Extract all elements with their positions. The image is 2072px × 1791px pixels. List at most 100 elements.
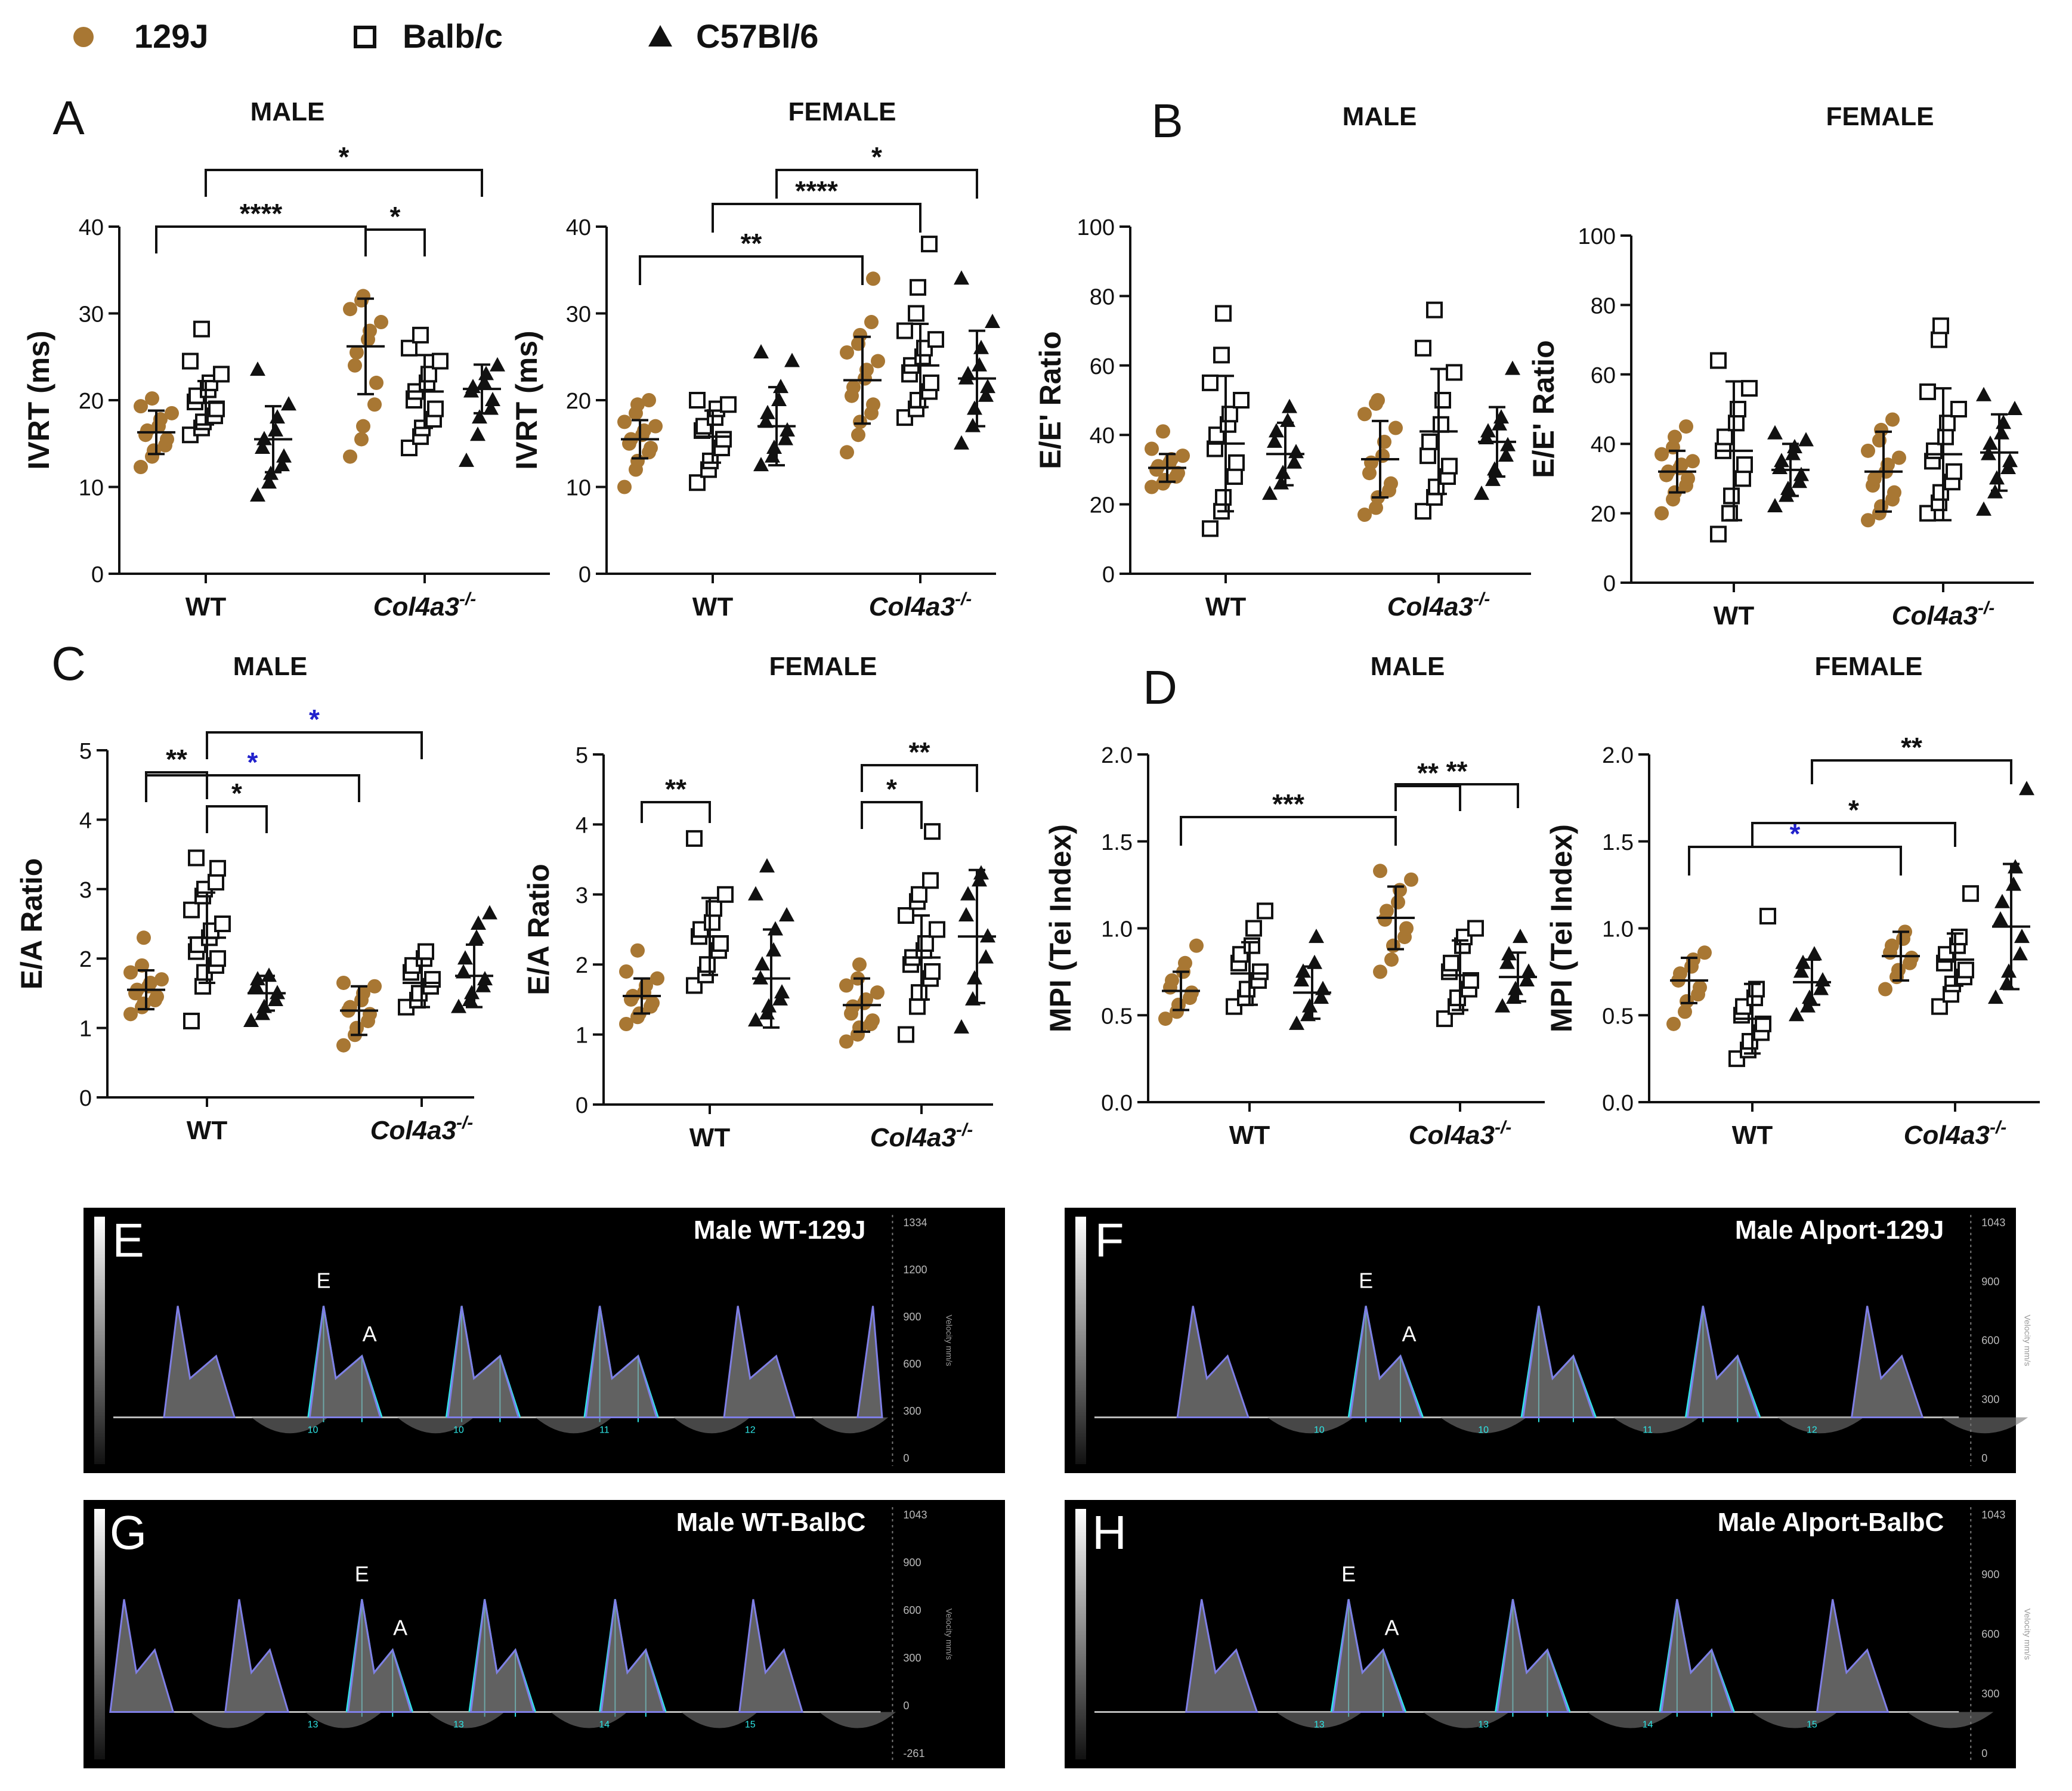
significance-bracket [641, 801, 711, 823]
velocity-axis-title: Velocity mm/s [2022, 1609, 2032, 1660]
point-balbc [432, 352, 449, 370]
point-129j [846, 999, 860, 1014]
point-c57bl6 [457, 950, 473, 965]
point-129j [348, 358, 362, 373]
point-c57bl6 [758, 413, 774, 428]
point-balbc [689, 392, 706, 409]
significance-label: ** [741, 228, 762, 259]
point-129j [1375, 448, 1390, 463]
x-tick-label: WT [185, 592, 227, 621]
point-c57bl6 [2012, 946, 2028, 961]
point-129j [871, 354, 885, 369]
point-c57bl6 [954, 270, 969, 285]
point-129j [165, 406, 179, 420]
significance-label: * [248, 747, 258, 778]
point-129j [866, 271, 880, 286]
point-129j [1178, 955, 1192, 970]
point-c57bl6 [490, 357, 505, 372]
e-wave-label: E [1341, 1562, 1356, 1586]
significance-bracket [1751, 822, 1956, 847]
point-129j [1697, 945, 1712, 960]
point-c57bl6 [2014, 929, 2030, 944]
point-balbc [1710, 352, 1727, 369]
y-tick-label: 30 [79, 302, 104, 327]
panel-letter: B [1151, 94, 1183, 147]
point-129j [870, 985, 885, 1000]
cycle-number: 14 [599, 1720, 610, 1730]
significance-bracket [712, 203, 921, 233]
point-c57bl6 [1267, 433, 1282, 448]
point-balbc [1759, 908, 1776, 925]
doppler-title: Male Alport-BalbC [1718, 1508, 1944, 1537]
x-tick-label: WT [689, 1123, 731, 1152]
point-129j [1668, 429, 1682, 444]
y-tick-label: 1.5 [1602, 830, 1634, 855]
significance-label: ** [909, 737, 930, 768]
doppler-flow-reversal [1267, 1417, 1354, 1434]
y-tick-label: 1.0 [1602, 917, 1634, 942]
x-tick-label-sup: -/- [955, 589, 972, 609]
point-balbc [720, 396, 737, 413]
x-tick-label-base: Col4a3 [370, 1116, 456, 1145]
velocity-scale-label: 600 [1981, 1628, 1999, 1640]
doppler-flow-reversal [1440, 1417, 1527, 1434]
point-c57bl6 [748, 886, 763, 901]
point-balbc [1736, 456, 1753, 474]
doppler-flow-reversal [397, 1417, 474, 1434]
point-balbc [923, 374, 939, 391]
point-balbc [209, 950, 226, 967]
doppler-flow-reversal [551, 1712, 627, 1728]
point-c57bl6 [1289, 1015, 1304, 1030]
point-129j [1373, 964, 1387, 979]
point-129j [356, 289, 370, 304]
a-wave-label: A [1402, 1322, 1417, 1346]
point-c57bl6 [1474, 485, 1489, 500]
significance-bracket [206, 805, 268, 833]
y-tick-label: 20 [79, 389, 104, 414]
point-c57bl6 [1996, 415, 2011, 429]
point-129j [1171, 466, 1185, 481]
chart-title: FEMALE [1815, 652, 1923, 681]
legend-item-balbc: Balb/c [354, 17, 503, 55]
doppler-beat [1686, 1306, 1760, 1419]
cycle-number: 12 [745, 1425, 756, 1436]
e-wave-label: E [355, 1562, 369, 1586]
point-c57bl6 [276, 448, 292, 463]
x-tick-label: WT [1205, 592, 1247, 621]
doppler-beat [738, 1599, 804, 1713]
point-c57bl6 [270, 409, 285, 424]
velocity-scale-label: 0 [1981, 1747, 1987, 1759]
y-tick-label: 60 [1591, 363, 1616, 388]
point-c57bl6 [753, 344, 769, 358]
x-tick-label-sup: -/- [1990, 1118, 2006, 1137]
point-balbc [898, 907, 914, 924]
point-c57bl6 [1802, 989, 1817, 1004]
point-129j [642, 393, 656, 407]
significance-bracket [1394, 785, 1461, 811]
point-c57bl6 [960, 366, 976, 381]
y-tick-label: 0.5 [1101, 1004, 1133, 1029]
cycle-number: 13 [453, 1720, 464, 1730]
point-c57bl6 [1302, 998, 1318, 1013]
point-c57bl6 [1983, 435, 1998, 450]
point-c57bl6 [967, 400, 982, 415]
significance-label: ** [1446, 756, 1468, 787]
point-balbc [910, 279, 926, 296]
point-129j [650, 971, 664, 986]
y-tick-label: 2.0 [1602, 743, 1634, 768]
doppler-flow-reversal [1422, 1712, 1510, 1728]
legend-marker-c57bl6 [648, 25, 672, 47]
point-129j [123, 1007, 138, 1022]
point-balbc [1244, 937, 1260, 954]
point-c57bl6 [1807, 946, 1822, 961]
x-tick-label: Col4a3-/- [370, 1113, 474, 1145]
point-c57bl6 [1793, 963, 1809, 978]
point-129j [1693, 980, 1707, 995]
point-c57bl6 [1493, 409, 1509, 424]
point-c57bl6 [1288, 444, 1304, 459]
significance-bracket [861, 764, 978, 792]
doppler-background [84, 1208, 1005, 1473]
point-129j [1145, 480, 1159, 494]
